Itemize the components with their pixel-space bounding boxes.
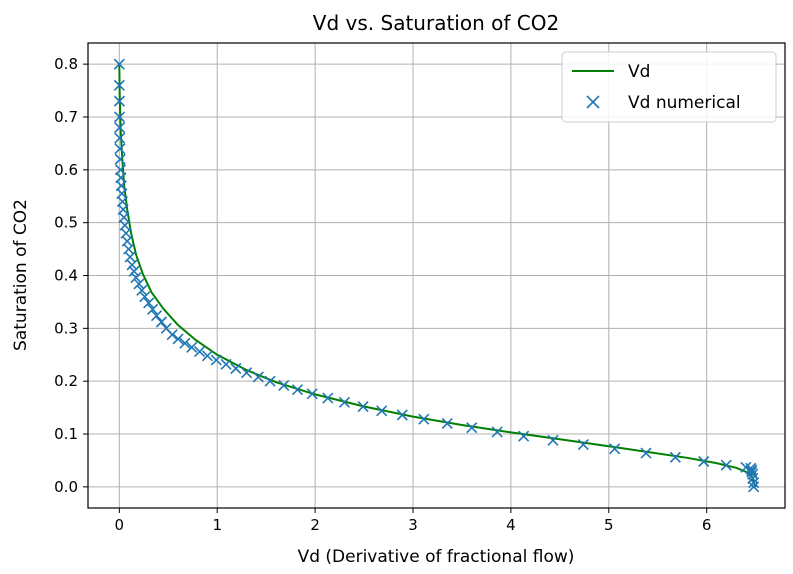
data-point-x-marker [150, 310, 163, 322]
legend-item-vd-numerical: Vd numerical [628, 93, 741, 113]
data-point-x-marker [136, 284, 148, 296]
data-point-x-marker [640, 447, 652, 459]
x-tick-label: 6 [702, 516, 712, 534]
x-axis-label: Vd (Derivative of fractional flow) [298, 547, 575, 567]
data-point-x-marker [113, 79, 125, 91]
data-point-x-marker [179, 337, 191, 349]
legend-marker-x [586, 95, 600, 109]
data-point-x-marker [491, 426, 503, 438]
data-point-x-marker [740, 461, 752, 473]
data-point-x-marker [306, 388, 318, 400]
data-point-x-marker [418, 413, 430, 425]
data-point-x-marker [114, 153, 126, 165]
data-point-x-marker [720, 459, 732, 471]
data-point-x-marker [139, 291, 151, 303]
x-tick-label: 1 [212, 516, 222, 534]
y-tick-label: 0.6 [54, 161, 78, 179]
data-point-x-marker [186, 341, 198, 353]
y-axis-ticks: 0.0 0.1 0.2 0.3 0.4 0.5 0.6 0.7 0.8 [54, 55, 88, 496]
data-point-x-marker [114, 132, 126, 144]
y-tick-label: 0.4 [54, 267, 78, 285]
y-tick-label: 0.8 [54, 55, 78, 73]
data-point-x-marker [147, 303, 159, 315]
data-point-x-marker [698, 455, 710, 468]
x-tick-label: 4 [506, 516, 516, 534]
data-point-x-marker [172, 333, 184, 345]
y-tick-label: 0.7 [54, 108, 78, 126]
legend-item-vd: Vd [628, 62, 650, 82]
data-point-x-marker [241, 367, 253, 379]
y-tick-label: 0.1 [54, 425, 78, 443]
data-point-x-marker [201, 350, 213, 362]
data-point-x-marker [441, 417, 453, 430]
data-point-x-marker [143, 297, 155, 309]
data-point-x-marker [114, 121, 126, 134]
data-point-x-marker [338, 396, 351, 408]
legend-x-marker-swatch [586, 95, 600, 109]
legend-box [561, 51, 777, 123]
y-tick-label: 0.5 [54, 214, 78, 232]
data-point-x-marker [230, 362, 242, 375]
data-point-x-marker [210, 354, 222, 366]
data-point-x-marker [518, 430, 530, 442]
data-point-x-marker [278, 379, 290, 391]
plot-series [113, 58, 760, 493]
data-point-x-marker [577, 439, 589, 451]
series-line-vd [118, 64, 757, 488]
y-tick-label: 0.0 [54, 478, 78, 496]
y-tick-label: 0.3 [54, 319, 78, 337]
data-point-x-marker [291, 384, 304, 396]
data-point-x-marker [466, 422, 478, 434]
x-axis-ticks: 0 1 2 3 4 5 6 [115, 508, 712, 534]
data-point-x-marker [130, 272, 142, 284]
y-tick-label: 0.2 [54, 372, 78, 390]
data-point-x-marker [194, 346, 206, 358]
y-axis-label: Saturation of CO2 [11, 199, 31, 351]
data-point-x-marker [357, 400, 369, 413]
data-point-x-marker [155, 316, 167, 328]
data-point-x-marker [133, 278, 145, 290]
x-tick-label: 0 [115, 516, 125, 534]
chart-title: Vd vs. Saturation of CO2 [313, 11, 559, 35]
x-tick-label: 3 [408, 516, 418, 534]
data-point-x-marker [609, 443, 621, 455]
data-point-x-marker [113, 111, 126, 123]
data-point-x-marker [114, 143, 126, 155]
data-point-x-marker [669, 451, 681, 463]
data-point-x-marker [547, 434, 559, 446]
data-point-x-marker [128, 265, 140, 277]
legend: Vd Vd numerical [561, 51, 777, 123]
data-point-x-marker [220, 358, 232, 370]
data-point-x-marker [114, 164, 127, 176]
data-point-x-marker [113, 58, 125, 70]
data-point-x-marker [396, 409, 408, 421]
data-point-x-marker [113, 95, 125, 107]
data-point-x-marker [322, 392, 334, 404]
data-point-x-marker [264, 375, 276, 387]
data-point-x-marker [252, 371, 264, 383]
data-point-x-marker [160, 322, 172, 334]
x-tick-label: 5 [604, 516, 614, 534]
data-point-x-marker [376, 405, 388, 417]
x-tick-label: 2 [310, 516, 320, 534]
